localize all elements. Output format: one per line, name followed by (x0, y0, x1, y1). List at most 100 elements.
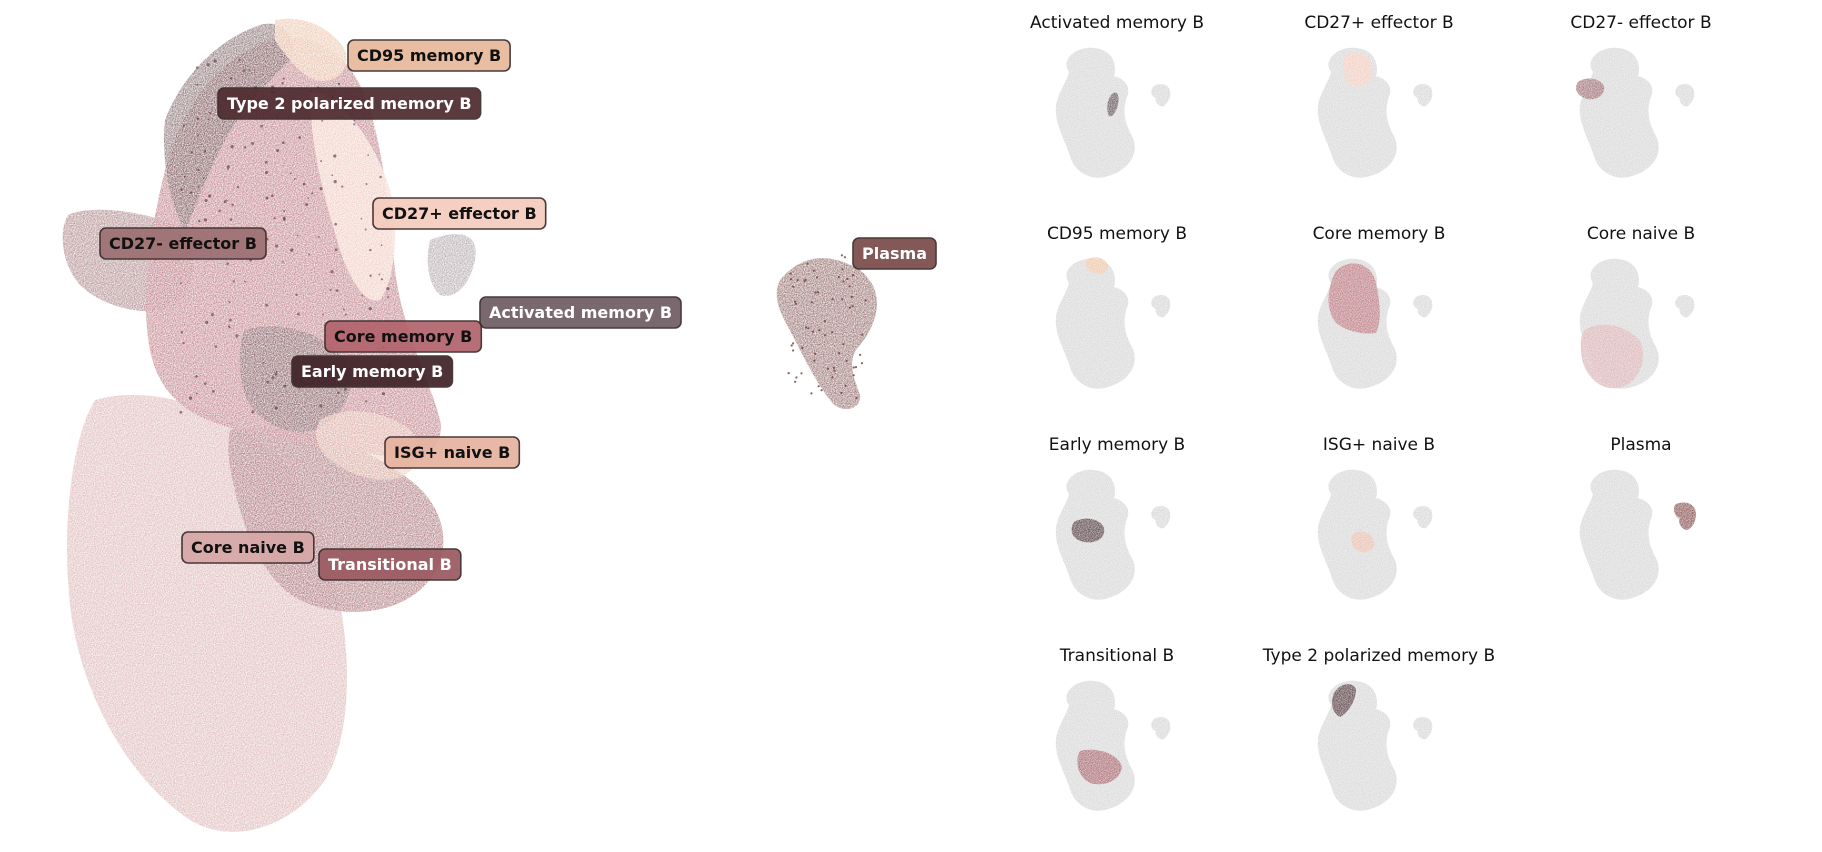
scatter-point (826, 367, 830, 370)
scatter-point (850, 295, 853, 298)
scatter-point (855, 397, 858, 400)
scatter-point (792, 349, 795, 352)
scatter-point (832, 366, 836, 369)
cluster-region-cd95-memory-b (275, 18, 347, 81)
scatter-point (198, 219, 201, 223)
scatter-point (818, 329, 821, 332)
panel-activated-memory-b: Activated memory B (1030, 13, 1204, 178)
scatter-point (265, 170, 269, 175)
cluster-region-activated-memory-b (427, 234, 476, 296)
panel-title: CD95 memory B (1047, 224, 1187, 244)
scatter-point (842, 280, 845, 283)
scatter-point (275, 370, 278, 373)
scatter-point (226, 262, 229, 265)
scatter-point (833, 369, 836, 372)
scatter-point (289, 172, 292, 175)
scatter-point (335, 289, 339, 292)
scatter-point (790, 344, 793, 347)
cluster-label-cd27plus-effector-b: CD27+ effector B (372, 197, 547, 230)
scatter-point (282, 261, 284, 263)
scatter-point (353, 119, 356, 122)
cluster-label-text: CD95 memory B (357, 46, 501, 65)
scatter-point (274, 372, 278, 376)
scatter-point (275, 244, 279, 248)
background-points (1579, 469, 1695, 600)
scatter-point (387, 296, 389, 299)
scatter-point (243, 146, 247, 149)
scatter-point (810, 392, 813, 395)
cluster-label-plasma: Plasma (852, 237, 937, 270)
scatter-point (369, 274, 372, 277)
scatter-point (860, 362, 864, 365)
scatter-point (230, 144, 234, 149)
scatter-point (317, 236, 320, 238)
scatter-point (816, 291, 820, 294)
scatter-point (196, 117, 200, 120)
scatter-point (864, 299, 867, 302)
scatter-point (842, 343, 845, 346)
scatter-point (203, 218, 208, 222)
panel-core-memory-b: Core memory B (1313, 224, 1445, 389)
scatter-point (813, 359, 816, 362)
cluster-label-text: Core naive B (191, 538, 305, 557)
scatter-point (190, 151, 194, 154)
cluster-label-text: CD27+ effector B (382, 204, 537, 223)
scatter-point (368, 307, 372, 311)
scatter-point (859, 353, 862, 356)
panel-cd95-memory-b: CD95 memory B (1047, 224, 1187, 389)
scatter-point (293, 177, 296, 180)
scatter-point (271, 376, 275, 380)
scatter-point (796, 279, 799, 282)
scatter-point (854, 366, 858, 369)
scatter-point (844, 384, 847, 387)
scatter-point (820, 389, 823, 392)
scatter-point (232, 280, 235, 283)
scatter-point (811, 330, 815, 333)
scatter-point (283, 218, 286, 221)
cluster-label-text: Early memory B (301, 362, 443, 381)
background-points (1055, 258, 1171, 389)
scatter-point (322, 313, 324, 316)
scatter-point (260, 124, 264, 128)
scatter-point (861, 333, 864, 336)
scatter-point (283, 384, 287, 388)
scatter-point (810, 301, 813, 304)
scatter-point (360, 217, 363, 220)
cluster-label-isgplus-naive-b: ISG+ naive B (384, 436, 521, 469)
scatter-point (319, 187, 323, 191)
scatter-point (840, 254, 844, 257)
scatter-point (210, 313, 214, 316)
cluster-region-cd27plus-effector-b (310, 90, 396, 301)
panel-title: CD27+ effector B (1304, 13, 1453, 33)
cluster-label-cd95-memory-b: CD95 memory B (347, 39, 511, 72)
scatter-point (806, 262, 809, 265)
scatter-point (331, 174, 334, 177)
cluster-label-text: Plasma (862, 244, 927, 263)
cluster-label-text: Type 2 polarized memory B (227, 94, 472, 113)
scatter-point (789, 272, 792, 275)
scatter-point (202, 177, 205, 179)
cluster-label-type-2-polarized-memory-b: Type 2 polarized memory B (217, 87, 482, 120)
scatter-point (266, 380, 269, 384)
scatter-point (188, 396, 193, 400)
scatter-point (817, 385, 820, 388)
scatter-point (223, 200, 227, 204)
scatter-point (248, 69, 251, 71)
scatter-point (337, 82, 341, 86)
scatter-point (344, 313, 347, 316)
scatter-point (274, 406, 278, 410)
cluster-label-text: Activated memory B (489, 303, 672, 322)
cluster-label-core-naive-b: Core naive B (181, 531, 315, 564)
scatter-point (307, 197, 309, 200)
panel-plasma: Plasma (1579, 435, 1696, 600)
cluster-label-text: ISG+ naive B (394, 443, 510, 462)
scatter-point (848, 306, 852, 309)
scatter-point (353, 123, 356, 126)
scatter-point (282, 77, 285, 80)
scatter-point (814, 291, 817, 294)
scatter-point (851, 305, 854, 308)
scatter-point (203, 150, 207, 153)
scatter-point (273, 217, 276, 220)
panel-isgplus-naive-b: ISG+ naive B (1317, 435, 1435, 600)
scatter-point (265, 303, 268, 307)
